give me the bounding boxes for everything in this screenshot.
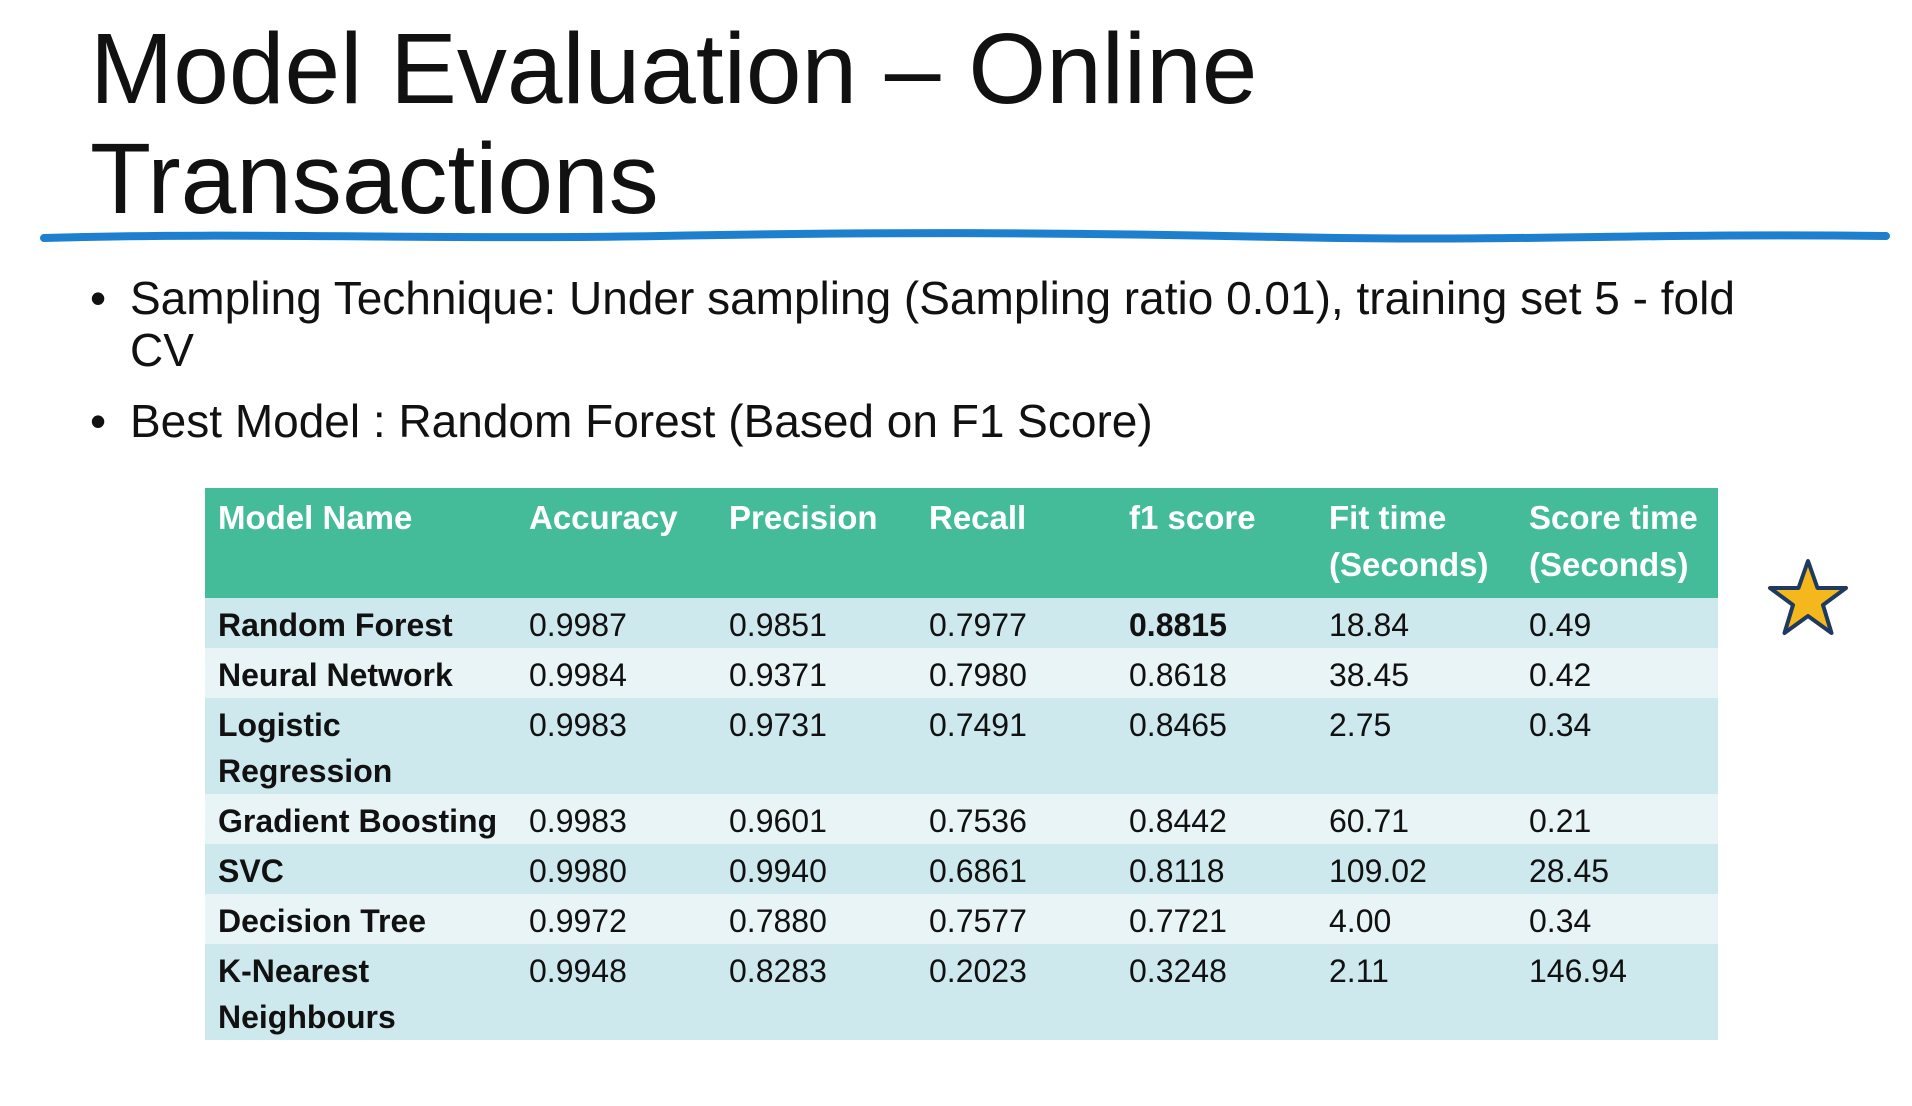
- table-cell: 0.7721: [1116, 894, 1316, 944]
- table-cell: 0.9948: [516, 944, 716, 1040]
- table-cell: 0.9983: [516, 698, 716, 794]
- column-header: Recall: [916, 488, 1116, 598]
- table-cell: K-Nearest Neighbours: [205, 944, 516, 1040]
- column-header: Precision: [716, 488, 916, 598]
- column-header: Score time (Seconds): [1516, 488, 1718, 598]
- table-cell: 0.21: [1516, 794, 1718, 844]
- table-cell: Random Forest: [205, 598, 516, 648]
- table-cell: SVC: [205, 844, 516, 894]
- table-cell: 0.9984: [516, 648, 716, 698]
- star-icon: [1768, 559, 1848, 635]
- bullet-item: • Best Model : Random Forest (Based on F…: [90, 395, 1810, 447]
- model-evaluation-table: Model Name Accuracy Precision Recall f1 …: [205, 488, 1718, 1040]
- table-cell: 146.94: [1516, 944, 1718, 1040]
- table-cell: 0.7577: [916, 894, 1116, 944]
- table-row: Logistic Regression 0.9983 0.9731 0.7491…: [205, 698, 1718, 794]
- column-header: f1 score: [1116, 488, 1316, 598]
- table-cell: 0.9371: [716, 648, 916, 698]
- table-cell: 0.6861: [916, 844, 1116, 894]
- table-cell: 0.34: [1516, 698, 1718, 794]
- bullet-text-best-model: Best Model : Random Forest (Based on F1 …: [130, 395, 1153, 447]
- table-row: K-Nearest Neighbours 0.9948 0.8283 0.202…: [205, 944, 1718, 1040]
- slide-title: Model Evaluation – Online Transactions: [90, 13, 1258, 235]
- table-cell: 60.71: [1316, 794, 1516, 844]
- table-cell: 0.8118: [1116, 844, 1316, 894]
- table-cell: 28.45: [1516, 844, 1718, 894]
- table-cell: 109.02: [1316, 844, 1516, 894]
- table-cell: 0.42: [1516, 648, 1718, 698]
- table-cell: 18.84: [1316, 598, 1516, 648]
- table-cell: 0.8465: [1116, 698, 1316, 794]
- table-cell: 0.8442: [1116, 794, 1316, 844]
- column-header: Model Name: [205, 488, 516, 598]
- table-header-row: Model Name Accuracy Precision Recall f1 …: [205, 488, 1718, 598]
- table-row: Gradient Boosting 0.9983 0.9601 0.7536 0…: [205, 794, 1718, 844]
- table-cell: 0.9980: [516, 844, 716, 894]
- table-cell: 0.7880: [716, 894, 916, 944]
- bullet-glyph: •: [90, 272, 107, 324]
- table-cell: 0.9940: [716, 844, 916, 894]
- table-cell: Gradient Boosting: [205, 794, 516, 844]
- table-cell: 4.00: [1316, 894, 1516, 944]
- table-cell: 0.2023: [916, 944, 1116, 1040]
- table-row: SVC 0.9980 0.9940 0.6861 0.8118 109.02 2…: [205, 844, 1718, 894]
- table-cell: 0.3248: [1116, 944, 1316, 1040]
- column-header: Fit time (Seconds): [1316, 488, 1516, 598]
- table-cell: 0.9731: [716, 698, 916, 794]
- table-cell: 0.7980: [916, 648, 1116, 698]
- table-cell: 0.9972: [516, 894, 716, 944]
- title-underline: [40, 229, 1890, 243]
- table-cell: 0.34: [1516, 894, 1718, 944]
- table-cell: Neural Network: [205, 648, 516, 698]
- table-cell: 2.75: [1316, 698, 1516, 794]
- table-row: Random Forest 0.9987 0.9851 0.7977 0.881…: [205, 598, 1718, 648]
- bullet-glyph: •: [90, 395, 107, 447]
- best-f1-cell: 0.8815: [1116, 598, 1316, 648]
- table-cell: 0.8618: [1116, 648, 1316, 698]
- table-cell: 0.9601: [716, 794, 916, 844]
- column-header: Accuracy: [516, 488, 716, 598]
- table-row: Decision Tree 0.9972 0.7880 0.7577 0.772…: [205, 894, 1718, 944]
- table-cell: 2.11: [1316, 944, 1516, 1040]
- table-cell: 0.7491: [916, 698, 1116, 794]
- table-cell: 0.8283: [716, 944, 916, 1040]
- table-cell: 0.49: [1516, 598, 1718, 648]
- table-cell: 0.7977: [916, 598, 1116, 648]
- table-cell: 0.7536: [916, 794, 1116, 844]
- table-cell: 38.45: [1316, 648, 1516, 698]
- table-cell: 0.9983: [516, 794, 716, 844]
- table-row: Neural Network 0.9984 0.9371 0.7980 0.86…: [205, 648, 1718, 698]
- table-cell: 0.9851: [716, 598, 916, 648]
- bullet-item: • Sampling Technique: Under sampling (Sa…: [90, 272, 1810, 376]
- table-cell: 0.9987: [516, 598, 716, 648]
- table-cell: Logistic Regression: [205, 698, 516, 794]
- table-cell: Decision Tree: [205, 894, 516, 944]
- bullet-text-sampling: Sampling Technique: Under sampling (Samp…: [130, 272, 1735, 376]
- bullet-list: • Sampling Technique: Under sampling (Sa…: [90, 272, 1810, 466]
